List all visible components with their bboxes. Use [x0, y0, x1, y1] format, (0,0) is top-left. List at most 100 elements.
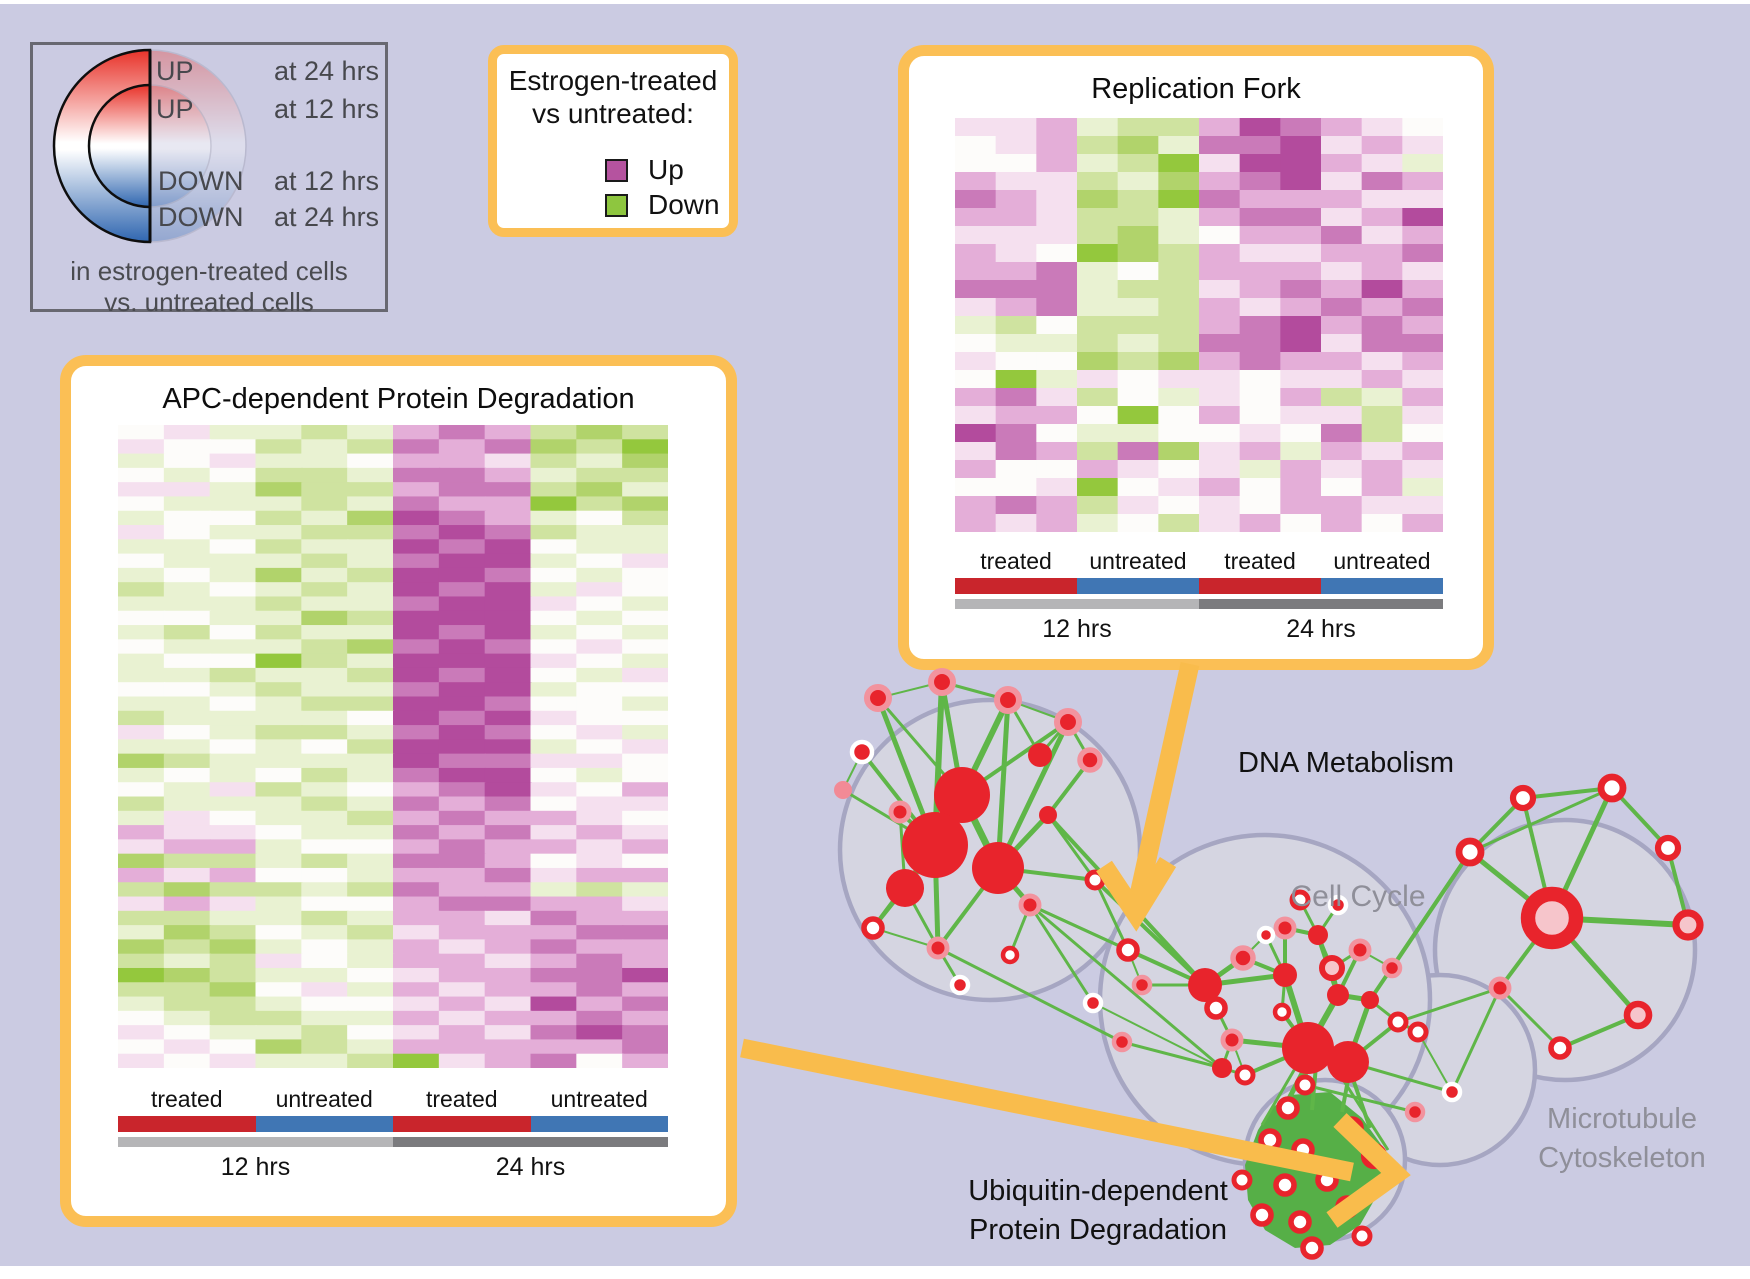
heatmap-cell: [393, 425, 441, 440]
heatmap-cell: [576, 467, 624, 483]
updown-dir-label: UP: [156, 56, 194, 86]
heatmap-cell: [530, 582, 578, 597]
heatmap-cell: [209, 582, 257, 597]
heatmap-cell: [622, 439, 668, 455]
heatmap-cell: [118, 867, 166, 883]
heatmap-cell: [255, 967, 303, 983]
heatmap-cell: [576, 567, 624, 583]
heatmap-cell: [576, 510, 624, 526]
heatmap-cell: [955, 154, 997, 173]
heatmap-cell: [1117, 388, 1160, 407]
heatmap-cell: [1077, 244, 1119, 263]
heatmap-cell: [1361, 514, 1404, 532]
heatmap-cell: [347, 967, 395, 983]
down-color-swatch: [605, 193, 628, 217]
heatmap-cell: [622, 567, 668, 583]
heatmap-cell: [530, 425, 578, 440]
heatmap-cell: [576, 1053, 624, 1068]
heatmap-cell: [484, 739, 532, 755]
heatmap-cell: [1402, 154, 1443, 173]
heatmap-cell: [438, 996, 487, 1012]
heatmap-cell: [530, 496, 578, 512]
heatmap-cell: [301, 482, 349, 497]
heatmap-cell: [484, 696, 532, 712]
heatmap-cell: [1117, 118, 1160, 137]
updown-dir-label: DOWN: [158, 202, 244, 232]
heatmap-cell: [118, 482, 166, 497]
heatmap-cell: [530, 710, 578, 726]
heatmap-cell: [1280, 334, 1323, 353]
heatmap-cell: [1361, 460, 1404, 479]
heatmap-cell: [438, 739, 487, 755]
heatmap-cell: [438, 510, 487, 526]
heatmap-cell: [1239, 496, 1282, 515]
heatmap-cell: [1280, 460, 1323, 479]
heatmap-cell: [1280, 136, 1323, 155]
axis-bar-segment: [1077, 578, 1199, 594]
heatmap-cell: [955, 352, 997, 371]
heatmap-cell: [484, 939, 532, 955]
heatmap-cell: [163, 953, 212, 969]
heatmap-cell: [1321, 424, 1363, 443]
heatmap-cell: [576, 682, 624, 697]
heatmap-cell: [576, 639, 624, 655]
heatmap-cell: [1321, 262, 1363, 281]
heatmap-cell: [118, 596, 166, 612]
heatmap-cell: [1239, 190, 1282, 209]
heatmap-cell: [995, 352, 1038, 371]
heatmap-cell: [393, 596, 441, 612]
heatmap-cell: [995, 280, 1038, 299]
heatmap-cell: [255, 439, 303, 455]
heatmap-cell: [1077, 370, 1119, 389]
heatmap-cell: [393, 625, 441, 640]
heatmap-cell: [1077, 388, 1119, 407]
heatmap-cell: [1117, 226, 1160, 245]
heatmap-cell: [1117, 172, 1160, 191]
heatmap-cell: [955, 226, 997, 245]
heatmap-cell: [622, 625, 668, 640]
heatmap-cell: [1280, 280, 1323, 299]
heatmap-cell: [438, 710, 487, 726]
heatmap-cell: [1158, 352, 1201, 371]
heatmap-cell: [118, 1039, 166, 1055]
heatmap-cell: [209, 896, 257, 912]
heatmap-cell: [1402, 172, 1443, 191]
heatmap-cell: [484, 682, 532, 697]
heatmap-cell: [255, 825, 303, 840]
heatmap-cell: [530, 1025, 578, 1040]
heatmap-cell: [1402, 316, 1443, 335]
heatmap-cell: [209, 482, 257, 497]
heatmap-cell: [530, 882, 578, 897]
up-color-swatch: [605, 158, 628, 182]
heatmap-cell: [1280, 226, 1323, 245]
heatmap-cell: [347, 596, 395, 612]
heatmap-cell: [118, 810, 166, 826]
heatmap-cell: [1321, 316, 1363, 335]
heatmap-cell: [118, 582, 166, 597]
heatmap-cell: [393, 1039, 441, 1055]
heatmap-cell: [163, 825, 212, 840]
heatmap-cell: [255, 582, 303, 597]
heatmap-cell: [1158, 208, 1201, 227]
heatmap-cell: [209, 996, 257, 1012]
heatmap-cell: [163, 525, 212, 540]
heatmap-cell: [1199, 460, 1241, 479]
heatmap-cell: [1361, 262, 1404, 281]
heatmap-cell: [1077, 406, 1119, 425]
heatmap-cell: [209, 753, 257, 769]
heatmap-cell: [622, 467, 668, 483]
axis-label: treated: [1224, 548, 1296, 574]
heatmap-cell: [347, 453, 395, 469]
heatmap-cell: [622, 610, 668, 626]
heatmap-cell: [1239, 208, 1282, 227]
heatmap-cell: [118, 453, 166, 469]
heatmap-cell: [209, 610, 257, 626]
heatmap-cell: [438, 482, 487, 497]
heatmap-cell: [955, 298, 997, 317]
heatmap-cell: [576, 496, 624, 512]
heatmap-cell: [1036, 316, 1079, 335]
heatmap-cell: [484, 567, 532, 583]
heatmap-cell: [163, 567, 212, 583]
heatmap-cell: [1036, 190, 1079, 209]
heatmap-cell: [163, 853, 212, 869]
